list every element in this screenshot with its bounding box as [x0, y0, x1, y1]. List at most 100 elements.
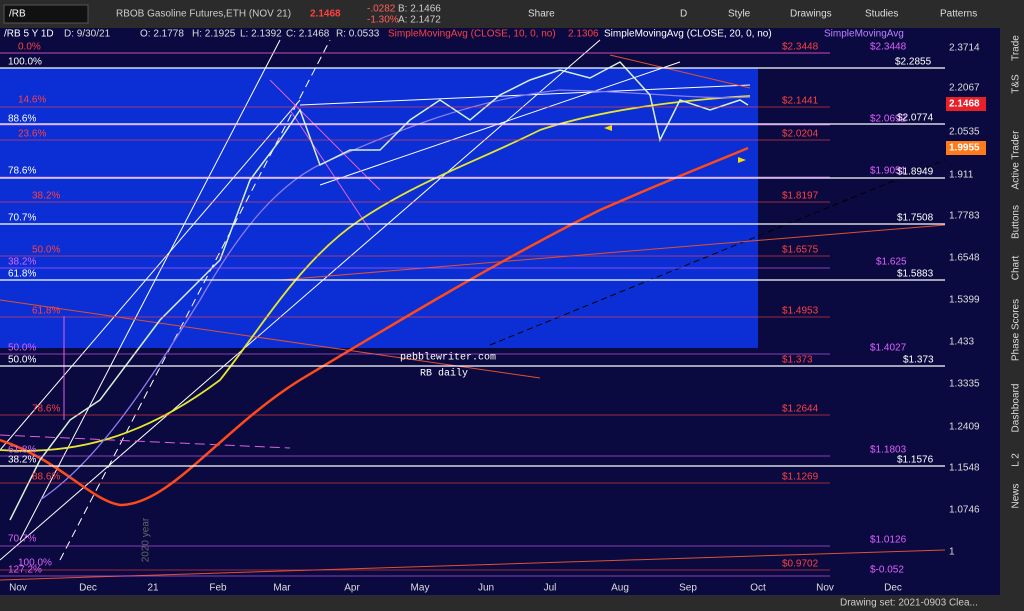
price-axis-label: 1.1548 — [949, 463, 980, 474]
fib-label: 127.2% — [8, 565, 42, 576]
price-axis-label: 1.6548 — [949, 253, 980, 264]
toolbar-button[interactable]: Style — [728, 9, 751, 20]
instrument-title: RBOB Gasoline Futures,ETH (NOV 21) — [116, 9, 291, 20]
fib-label: 100.0% — [8, 57, 42, 68]
fib-label: 61.8% — [8, 445, 36, 456]
level-label: $1.373 — [782, 355, 813, 366]
level-label: $1.6575 — [782, 245, 819, 256]
time-axis-label: Nov — [816, 583, 834, 594]
side-tab[interactable]: Active Trader — [1011, 130, 1022, 190]
time-axis-label: Jun — [478, 583, 494, 594]
price-axis-label: 2.0535 — [949, 127, 980, 138]
level-label: $1.4027 — [870, 343, 907, 354]
side-tab[interactable]: Chart — [1011, 256, 1022, 281]
last-price: 2.1468 — [310, 9, 341, 20]
level-label: $1.2644 — [782, 404, 819, 415]
fib-label: 70.7% — [8, 534, 36, 545]
level-label: $-0.052 — [870, 565, 904, 576]
price-axis-label: 1.5399 — [949, 295, 980, 306]
header-range: R: 0.0533 — [336, 29, 380, 40]
time-axis-label: May — [411, 583, 430, 594]
pct-change: -1.30% — [367, 15, 399, 26]
price-axis-label: 1.3335 — [949, 379, 980, 390]
watermark: pebblewriter.com — [400, 352, 496, 364]
side-bar — [1000, 28, 1024, 611]
toolbar-button[interactable]: Studies — [865, 9, 898, 20]
side-tab[interactable]: Trade — [1011, 35, 1022, 61]
fib-label: 61.8% — [32, 306, 60, 317]
price-axis-label: 1.0746 — [949, 505, 980, 516]
side-tab[interactable]: Buttons — [1011, 205, 1022, 239]
header-date: D: 9/30/21 — [64, 29, 111, 40]
trend-line — [0, 99, 301, 451]
level-label: $1.4953 — [782, 306, 819, 317]
header-high: H: 2.1925 — [192, 29, 236, 40]
ask: A: 2.1472 — [398, 15, 441, 26]
status-bar — [0, 595, 1000, 611]
fib-label: 88.6% — [8, 114, 36, 125]
level-label: $2.0774 — [897, 113, 934, 124]
header-low: L: 2.1392 — [240, 29, 282, 40]
pattern-line — [269, 79, 381, 191]
level-label: $2.0204 — [782, 129, 819, 140]
trend-line — [0, 549, 946, 581]
side-tab[interactable]: Dashboard — [1011, 384, 1022, 433]
price-marker: 1.9955 — [949, 143, 980, 154]
fib-label: 14.6% — [18, 95, 46, 106]
fib-label: 88.6% — [32, 472, 60, 483]
side-tab[interactable]: News — [1011, 483, 1022, 508]
time-axis-label: Feb — [209, 583, 227, 594]
side-tab[interactable]: L 2 — [1011, 453, 1022, 467]
fib-label: 78.6% — [32, 404, 60, 415]
level-label: $2.0692 — [870, 114, 907, 125]
level-label: $1.1803 — [870, 445, 907, 456]
fib-label: 23.6% — [18, 129, 46, 140]
toolbar-button[interactable]: Share — [528, 9, 555, 20]
trend-line — [0, 299, 541, 379]
toolbar-button[interactable]: Patterns — [940, 9, 977, 20]
header-study3: SimpleMovingAvg — [824, 29, 904, 40]
price-path — [9, 61, 749, 521]
level-label: $2.2855 — [895, 57, 932, 68]
level-label: $1.625 — [876, 257, 907, 268]
header-symbol: /RB 5 Y 1D — [4, 29, 54, 40]
side-tab[interactable]: T&S — [1011, 74, 1022, 94]
trend-line — [489, 159, 946, 346]
header-open: O: 2.1778 — [140, 29, 184, 40]
trend-line — [0, 434, 291, 449]
trend-line — [19, 39, 281, 541]
trend-line — [279, 224, 946, 281]
fib-label: 61.8% — [8, 269, 36, 280]
level-label: $2.3448 — [782, 42, 819, 53]
fib-label: 38.2% — [8, 455, 36, 466]
header-study1: SimpleMovingAvg (CLOSE, 10, 0, no) — [388, 29, 556, 40]
price-axis-label: 2.3714 — [949, 43, 980, 54]
arrow — [604, 125, 612, 131]
header-close: C: 2.1468 — [286, 29, 330, 40]
toolbar-bg — [0, 0, 1024, 28]
level-label: $1.7508 — [897, 213, 934, 224]
toolbar-button[interactable]: Drawings — [790, 9, 832, 20]
symbol[interactable]: /RB — [9, 9, 26, 20]
trend-line — [609, 54, 751, 89]
price-axis-bg — [945, 28, 1000, 583]
level-label: $1.0126 — [870, 535, 907, 546]
fib-label: 0.0% — [18, 42, 41, 53]
header-study1-value: 2.1306 — [568, 29, 599, 40]
fib-label: 100.0% — [18, 558, 52, 569]
time-axis-label: Dec — [79, 583, 97, 594]
level-label: $1.373 — [903, 355, 934, 366]
time-axis-label: Apr — [344, 583, 360, 594]
toolbar-button[interactable]: D — [680, 9, 687, 20]
level-label: $1.5883 — [897, 269, 934, 280]
side-tab[interactable]: Phase Scores — [1011, 299, 1022, 361]
arrow — [738, 157, 746, 163]
level-label: $1.9051 — [870, 166, 907, 177]
price-axis-label: 1 — [949, 547, 955, 558]
level-label: $1.8197 — [782, 191, 819, 202]
level-label: $2.1441 — [782, 96, 819, 107]
price-marker: 2.1468 — [949, 99, 980, 110]
fib-label: 38.2% — [32, 191, 60, 202]
symbol-box[interactable] — [3, 4, 89, 24]
